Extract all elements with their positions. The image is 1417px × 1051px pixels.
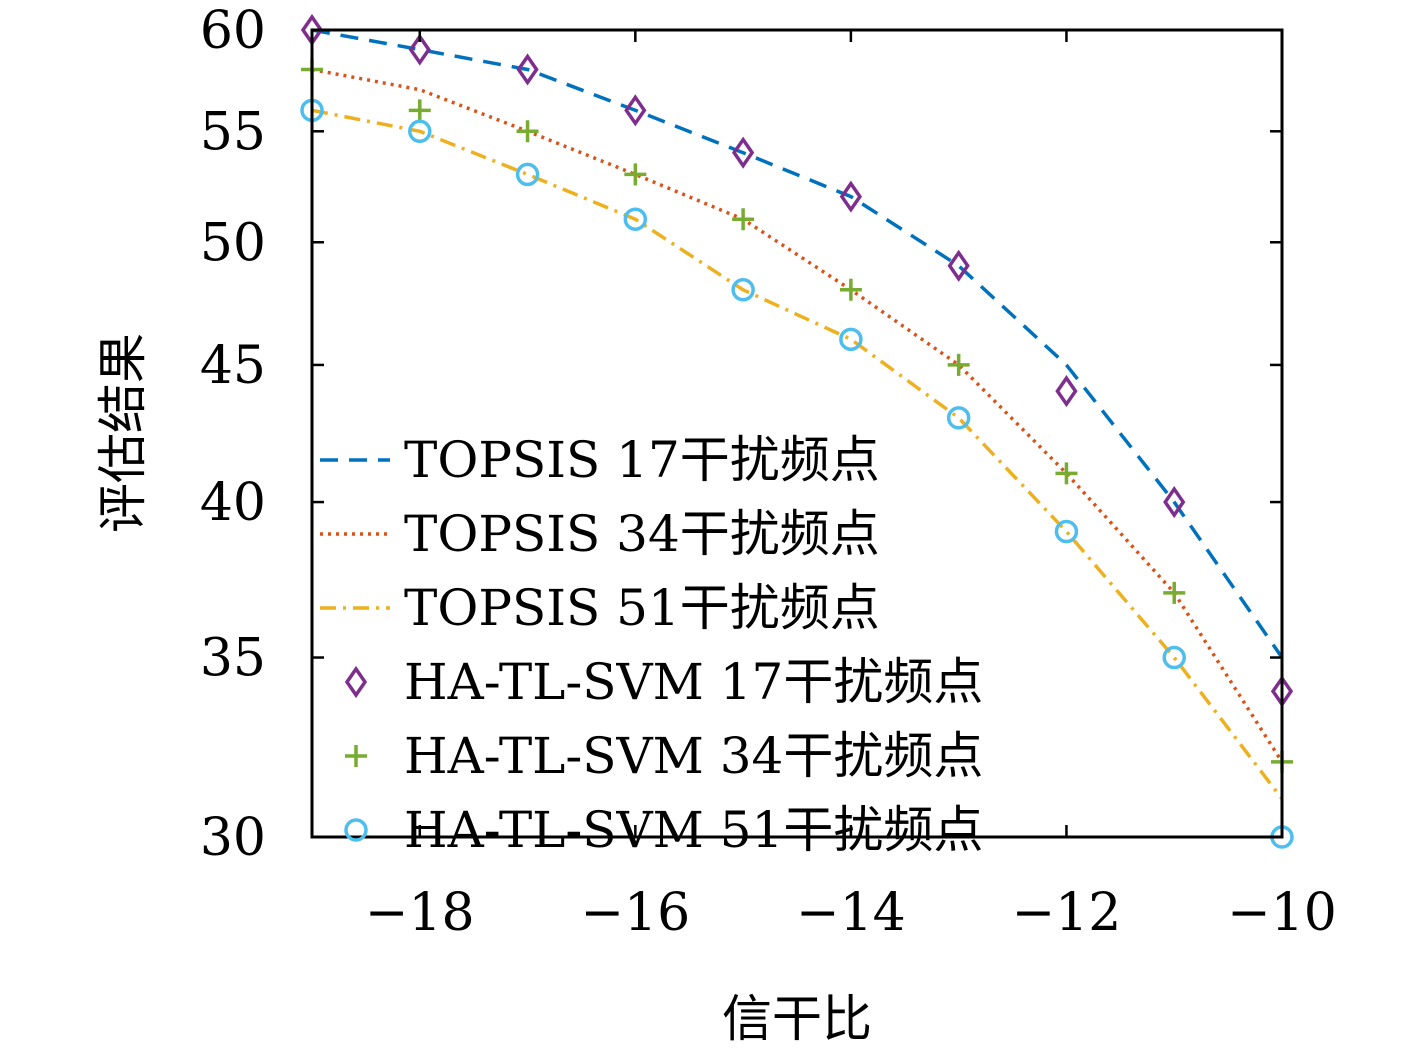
data-point [1054, 519, 1079, 544]
x-tick-label: −18 [365, 883, 475, 943]
data-point [623, 207, 648, 231]
legend-label: TOPSIS 17干扰频点 [404, 431, 880, 489]
legend-marker-sample [344, 818, 368, 842]
x-tick-label: −10 [1227, 883, 1337, 943]
x-tick-label: −12 [1012, 883, 1122, 943]
y-tick-label: 35 [200, 629, 266, 689]
legend-item: TOPSIS 34干扰频点 [320, 505, 880, 563]
data-point [839, 278, 862, 301]
data-point [624, 94, 647, 127]
data-point [732, 208, 755, 231]
legend-label: TOPSIS 51干扰频点 [404, 579, 880, 637]
data-point [516, 53, 539, 86]
legend-marker-sample [345, 745, 367, 767]
data-point [1055, 375, 1078, 408]
data-point [515, 162, 540, 187]
data-point [408, 119, 432, 144]
legend-label: HA-TL-SVM 51干扰频点 [404, 801, 983, 859]
data-point [1163, 485, 1186, 519]
legend-item: HA-TL-SVM 51干扰频点 [344, 801, 983, 859]
x-tick-label: −16 [580, 883, 690, 943]
y-axis-label: 评估结果 [94, 333, 152, 533]
data-point [839, 180, 863, 213]
data-point [1055, 462, 1078, 485]
legend-marker-sample [344, 665, 368, 699]
series-line [311, 28, 1284, 659]
data-point [731, 278, 755, 302]
axes-frame [310, 28, 1284, 839]
data-point [839, 327, 863, 352]
data-point [731, 136, 755, 169]
series-2 [311, 67, 1284, 763]
series-line [311, 108, 1284, 800]
legend-label: HA-TL-SVM 34干扰频点 [404, 727, 983, 785]
legend-item: TOPSIS 17干扰频点 [320, 431, 880, 489]
legend-item: TOPSIS 51干扰频点 [320, 579, 880, 637]
y-tick-label: 40 [200, 473, 266, 533]
x-tick-label: −14 [796, 883, 906, 943]
data-point [408, 33, 431, 66]
y-tick-label: 30 [200, 808, 266, 868]
y-tick-label: 45 [200, 336, 266, 396]
legend-label: TOPSIS 34干扰频点 [404, 505, 880, 563]
legend-item: HA-TL-SVM 34干扰频点 [345, 727, 983, 785]
series-3 [311, 108, 1284, 800]
series-line [311, 67, 1284, 763]
data-point [946, 406, 971, 430]
y-tick-label: 55 [200, 102, 266, 162]
legend-label: HA-TL-SVM 17干扰频点 [404, 653, 983, 711]
y-tick-label: 50 [200, 213, 266, 273]
legend-item: HA-TL-SVM 17干扰频点 [344, 653, 983, 711]
data-point [624, 163, 647, 186]
series-4 [300, 13, 1294, 708]
data-point [1163, 581, 1186, 604]
data-point [947, 353, 970, 376]
y-tick-label: 60 [200, 1, 266, 61]
series-1 [311, 28, 1284, 659]
legend: TOPSIS 17干扰频点 TOPSIS 34干扰频点 TOPSIS 51干扰频点 H… [320, 431, 983, 859]
data-point [1162, 645, 1186, 670]
data-point [408, 99, 431, 122]
x-axis-label: 信干比 [722, 990, 872, 1048]
axis-ticks: −18 −16 −14 −12 −10 30 35 40 45 50 55 60 [200, 1, 1337, 943]
data-point [947, 249, 970, 282]
data-point [516, 120, 539, 143]
